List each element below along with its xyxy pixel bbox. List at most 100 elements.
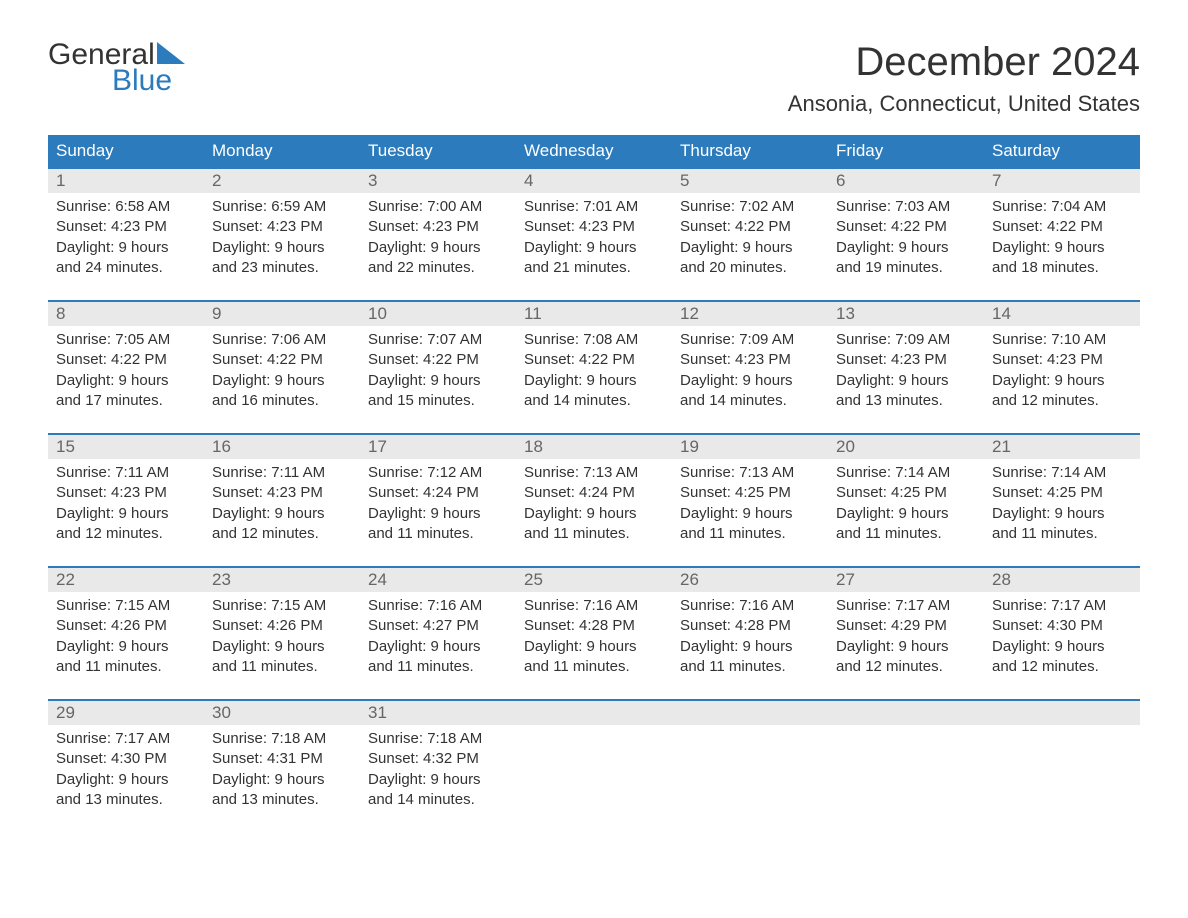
day-cell: Sunrise: 7:04 AMSunset: 4:22 PMDaylight:… bbox=[984, 193, 1140, 282]
sunrise-text: Sunrise: 7:18 AM bbox=[368, 729, 508, 749]
sunrise-text: Sunrise: 7:15 AM bbox=[56, 596, 196, 616]
daylight-line2: and 12 minutes. bbox=[56, 524, 196, 544]
daylight-line2: and 24 minutes. bbox=[56, 258, 196, 278]
sunrise-text: Sunrise: 7:17 AM bbox=[56, 729, 196, 749]
calendar: Sunday Monday Tuesday Wednesday Thursday… bbox=[48, 135, 1140, 814]
sunrise-text: Sunrise: 7:13 AM bbox=[680, 463, 820, 483]
sunrise-text: Sunrise: 7:03 AM bbox=[836, 197, 976, 217]
daylight-line1: Daylight: 9 hours bbox=[680, 637, 820, 657]
daylight-line2: and 13 minutes. bbox=[836, 391, 976, 411]
day-number: 6 bbox=[828, 169, 984, 193]
day-number: 4 bbox=[516, 169, 672, 193]
sunset-text: Sunset: 4:23 PM bbox=[524, 217, 664, 237]
day-cell: Sunrise: 7:18 AMSunset: 4:31 PMDaylight:… bbox=[204, 725, 360, 814]
daylight-line1: Daylight: 9 hours bbox=[836, 637, 976, 657]
day-cell bbox=[828, 725, 984, 814]
daylight-line1: Daylight: 9 hours bbox=[524, 504, 664, 524]
day-cell: Sunrise: 7:07 AMSunset: 4:22 PMDaylight:… bbox=[360, 326, 516, 415]
day-cell: Sunrise: 6:59 AMSunset: 4:23 PMDaylight:… bbox=[204, 193, 360, 282]
daylight-line1: Daylight: 9 hours bbox=[212, 770, 352, 790]
sunset-text: Sunset: 4:22 PM bbox=[524, 350, 664, 370]
daylight-line2: and 12 minutes. bbox=[836, 657, 976, 677]
daylight-line2: and 21 minutes. bbox=[524, 258, 664, 278]
sunset-text: Sunset: 4:32 PM bbox=[368, 749, 508, 769]
daylight-line2: and 13 minutes. bbox=[56, 790, 196, 810]
day-number: 1 bbox=[48, 169, 204, 193]
daylight-line1: Daylight: 9 hours bbox=[212, 637, 352, 657]
daylight-line1: Daylight: 9 hours bbox=[524, 238, 664, 258]
sunrise-text: Sunrise: 7:16 AM bbox=[368, 596, 508, 616]
sunset-text: Sunset: 4:25 PM bbox=[680, 483, 820, 503]
sunrise-text: Sunrise: 7:17 AM bbox=[836, 596, 976, 616]
sunset-text: Sunset: 4:30 PM bbox=[56, 749, 196, 769]
daylight-line1: Daylight: 9 hours bbox=[992, 637, 1132, 657]
sunset-text: Sunset: 4:31 PM bbox=[212, 749, 352, 769]
sunrise-text: Sunrise: 7:06 AM bbox=[212, 330, 352, 350]
day-cell: Sunrise: 7:15 AMSunset: 4:26 PMDaylight:… bbox=[204, 592, 360, 681]
day-cell: Sunrise: 7:18 AMSunset: 4:32 PMDaylight:… bbox=[360, 725, 516, 814]
daylight-line1: Daylight: 9 hours bbox=[836, 371, 976, 391]
day-cell: Sunrise: 7:16 AMSunset: 4:27 PMDaylight:… bbox=[360, 592, 516, 681]
day-cell: Sunrise: 7:17 AMSunset: 4:30 PMDaylight:… bbox=[984, 592, 1140, 681]
sunrise-text: Sunrise: 6:59 AM bbox=[212, 197, 352, 217]
day-number: 17 bbox=[360, 435, 516, 459]
day-number: 14 bbox=[984, 302, 1140, 326]
day-number: 29 bbox=[48, 701, 204, 725]
daylight-line1: Daylight: 9 hours bbox=[836, 504, 976, 524]
daylight-line1: Daylight: 9 hours bbox=[680, 371, 820, 391]
daylight-line2: and 11 minutes. bbox=[368, 524, 508, 544]
day-number: 16 bbox=[204, 435, 360, 459]
day-cell: Sunrise: 7:00 AMSunset: 4:23 PMDaylight:… bbox=[360, 193, 516, 282]
day-cell: Sunrise: 7:10 AMSunset: 4:23 PMDaylight:… bbox=[984, 326, 1140, 415]
day-number: 24 bbox=[360, 568, 516, 592]
daylight-line2: and 11 minutes. bbox=[56, 657, 196, 677]
day-number bbox=[672, 701, 828, 725]
sunset-text: Sunset: 4:24 PM bbox=[368, 483, 508, 503]
daylight-line2: and 11 minutes. bbox=[524, 524, 664, 544]
sunset-text: Sunset: 4:22 PM bbox=[836, 217, 976, 237]
day-number: 30 bbox=[204, 701, 360, 725]
sunrise-text: Sunrise: 7:00 AM bbox=[368, 197, 508, 217]
sunrise-text: Sunrise: 7:14 AM bbox=[992, 463, 1132, 483]
day-cell: Sunrise: 7:11 AMSunset: 4:23 PMDaylight:… bbox=[48, 459, 204, 548]
sunset-text: Sunset: 4:28 PM bbox=[524, 616, 664, 636]
daylight-line1: Daylight: 9 hours bbox=[524, 637, 664, 657]
daylight-line2: and 23 minutes. bbox=[212, 258, 352, 278]
day-number bbox=[516, 701, 672, 725]
day-number bbox=[984, 701, 1140, 725]
sunset-text: Sunset: 4:23 PM bbox=[56, 483, 196, 503]
daylight-line1: Daylight: 9 hours bbox=[56, 504, 196, 524]
sunset-text: Sunset: 4:22 PM bbox=[992, 217, 1132, 237]
daylight-line2: and 11 minutes. bbox=[212, 657, 352, 677]
daylight-line2: and 14 minutes. bbox=[368, 790, 508, 810]
title-block: December 2024 Ansonia, Connecticut, Unit… bbox=[788, 40, 1140, 127]
daylight-line2: and 18 minutes. bbox=[992, 258, 1132, 278]
daylight-line2: and 22 minutes. bbox=[368, 258, 508, 278]
daylight-line1: Daylight: 9 hours bbox=[368, 504, 508, 524]
sunset-text: Sunset: 4:27 PM bbox=[368, 616, 508, 636]
dow-wednesday: Wednesday bbox=[516, 135, 672, 167]
sunset-text: Sunset: 4:26 PM bbox=[56, 616, 196, 636]
sunrise-text: Sunrise: 7:11 AM bbox=[212, 463, 352, 483]
daylight-line1: Daylight: 9 hours bbox=[212, 371, 352, 391]
sunset-text: Sunset: 4:25 PM bbox=[836, 483, 976, 503]
sunrise-text: Sunrise: 7:12 AM bbox=[368, 463, 508, 483]
sunrise-text: Sunrise: 7:09 AM bbox=[680, 330, 820, 350]
sunrise-text: Sunrise: 6:58 AM bbox=[56, 197, 196, 217]
sunset-text: Sunset: 4:23 PM bbox=[680, 350, 820, 370]
sunrise-text: Sunrise: 7:05 AM bbox=[56, 330, 196, 350]
sunrise-text: Sunrise: 7:16 AM bbox=[524, 596, 664, 616]
page: General Blue December 2024 Ansonia, Conn… bbox=[0, 0, 1188, 854]
weeks-container: 1234567Sunrise: 6:58 AMSunset: 4:23 PMDa… bbox=[48, 167, 1140, 814]
logo: General Blue bbox=[48, 40, 185, 96]
daylight-line2: and 11 minutes. bbox=[524, 657, 664, 677]
day-number: 20 bbox=[828, 435, 984, 459]
day-cell: Sunrise: 7:11 AMSunset: 4:23 PMDaylight:… bbox=[204, 459, 360, 548]
day-cell: Sunrise: 7:15 AMSunset: 4:26 PMDaylight:… bbox=[48, 592, 204, 681]
sunset-text: Sunset: 4:23 PM bbox=[836, 350, 976, 370]
daylight-line2: and 11 minutes. bbox=[680, 657, 820, 677]
sunset-text: Sunset: 4:28 PM bbox=[680, 616, 820, 636]
day-number: 15 bbox=[48, 435, 204, 459]
day-number: 28 bbox=[984, 568, 1140, 592]
daylight-line2: and 14 minutes. bbox=[680, 391, 820, 411]
